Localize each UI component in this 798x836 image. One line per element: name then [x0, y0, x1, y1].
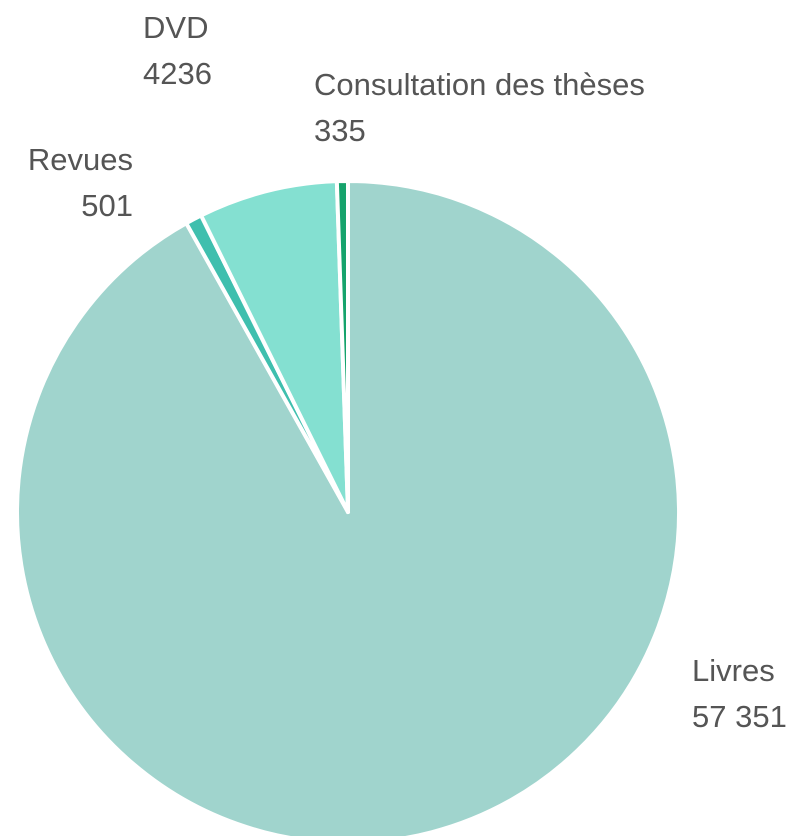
slice-label: Livres — [692, 653, 775, 688]
slice-value-label: 57 351 — [692, 699, 787, 734]
slice-value-label: 335 — [314, 113, 366, 148]
pie-slice — [334, 179, 350, 514]
slice-value-label: 4236 — [143, 56, 212, 91]
slice-label: DVD — [143, 10, 208, 45]
slice-label: Revues — [28, 142, 133, 177]
pie-slice — [15, 179, 681, 836]
slice-value-label: 501 — [81, 188, 133, 223]
pie-slice — [199, 179, 350, 514]
slice-label: Consultation des thèses — [314, 67, 645, 102]
